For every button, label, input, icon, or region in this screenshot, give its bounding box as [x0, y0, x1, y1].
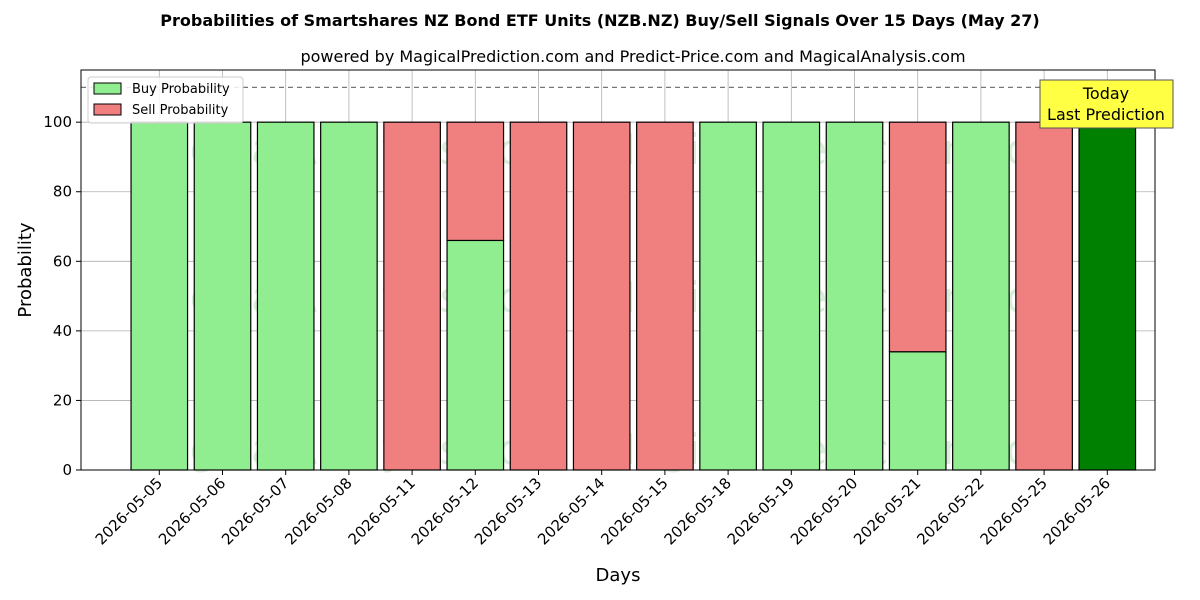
- legend-label-sell: Sell Probability: [132, 103, 229, 118]
- x-tick-label: 2026-05-08: [281, 474, 355, 548]
- today-annotation-line1: Today: [1082, 84, 1129, 103]
- bar-buy: [446, 239, 505, 471]
- today-annotation: Today Last Prediction: [1039, 79, 1174, 129]
- y-axis-label: Probability: [15, 222, 36, 317]
- y-tick-label: 100: [43, 113, 72, 131]
- bar-buy: [1078, 121, 1137, 471]
- x-tick-label: 2026-05-20: [787, 474, 861, 548]
- bar-sell: [636, 121, 694, 471]
- bar-sell: [446, 121, 505, 242]
- bars-layer: [130, 121, 1137, 471]
- x-tick-label: 2026-05-15: [597, 474, 671, 548]
- legend-label-buy: Buy Probability: [132, 82, 230, 97]
- x-tick-label: 2026-05-18: [661, 474, 735, 548]
- x-tick-label: 2026-05-21: [850, 474, 924, 548]
- bar-buy: [952, 121, 1010, 471]
- x-tick-label: 2026-05-05: [92, 474, 166, 548]
- bar-buy: [130, 121, 189, 471]
- legend: Buy Probability Sell Probability: [87, 76, 244, 124]
- today-annotation-line2: Last Prediction: [1047, 105, 1165, 124]
- y-axis-ticks: 0 20 40 60 80 100: [43, 113, 81, 479]
- plot-frame: [80, 69, 1156, 471]
- y-tick-label: 80: [53, 183, 72, 201]
- x-tick-label: 2026-05-25: [977, 474, 1051, 548]
- today-annotation-box: [1039, 79, 1174, 129]
- legend-swatch-sell: [93, 103, 122, 116]
- bar-buy: [320, 121, 378, 471]
- x-axis-ticks: 2026-05-052026-05-062026-05-072026-05-08…: [92, 470, 1114, 548]
- legend-box: [87, 76, 244, 124]
- bar-sell: [1015, 121, 1073, 471]
- x-tick-label: 2026-05-11: [345, 474, 419, 548]
- x-tick-label: 2026-05-13: [471, 474, 545, 548]
- bar-buy: [699, 121, 757, 471]
- bar-sell: [383, 121, 441, 471]
- x-tick-label: 2026-05-26: [1040, 474, 1114, 548]
- y-tick-label: 0: [62, 461, 72, 479]
- x-tick-label: 2026-05-19: [724, 474, 798, 548]
- bar-buy: [762, 121, 821, 471]
- x-tick-label: 2026-05-22: [913, 474, 987, 548]
- bar-buy: [193, 121, 252, 471]
- chart-title: Probabilities of Smartshares NZ Bond ETF…: [160, 11, 1039, 30]
- x-tick-label: 2026-05-12: [408, 474, 482, 548]
- x-tick-label: 2026-05-07: [218, 474, 292, 548]
- bar-sell: [888, 121, 947, 353]
- y-tick-label: 20: [53, 391, 72, 409]
- x-axis-label: Days: [596, 565, 641, 586]
- bar-sell: [509, 121, 568, 471]
- y-tick-label: 60: [53, 252, 72, 270]
- x-tick-label: 2026-05-14: [534, 474, 608, 548]
- bar-buy: [825, 121, 884, 471]
- y-tick-label: 40: [53, 322, 72, 340]
- chart-subtitle: powered by MagicalPrediction.com and Pre…: [300, 47, 965, 66]
- bar-buy: [888, 351, 947, 471]
- bar-sell: [572, 121, 631, 471]
- bar-buy: [256, 121, 315, 471]
- legend-swatch-buy: [93, 82, 122, 95]
- x-tick-label: 2026-05-06: [155, 474, 229, 548]
